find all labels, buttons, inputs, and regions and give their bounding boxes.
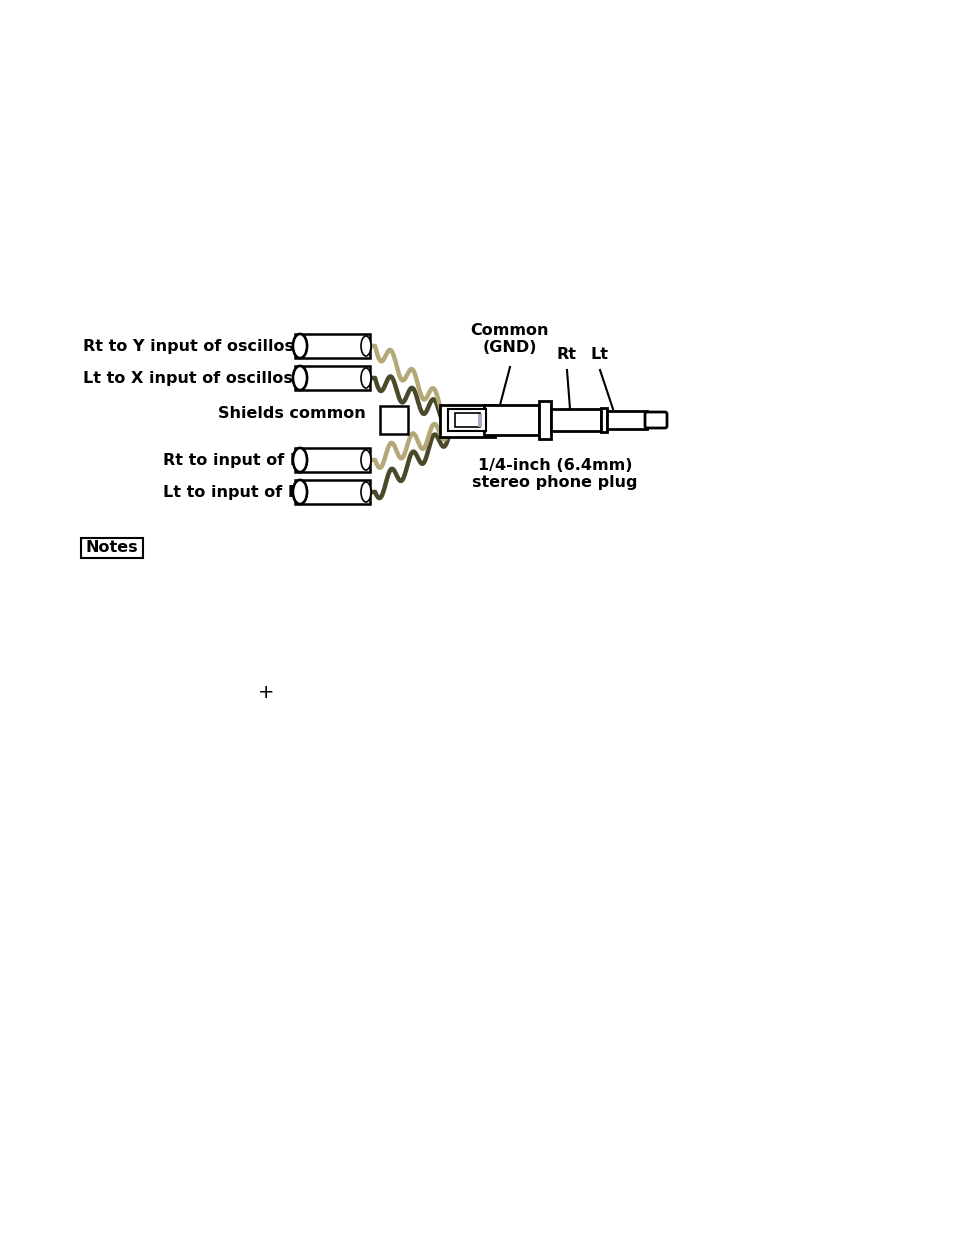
Text: Shields common: Shields common: [218, 407, 365, 422]
Bar: [294, 480, 370, 504]
Text: Lt to X input of oscilloscope: Lt to X input of oscilloscope: [83, 371, 335, 386]
Text: Rt: Rt: [557, 347, 577, 362]
Ellipse shape: [293, 366, 307, 391]
Bar: [448, 409, 485, 430]
FancyBboxPatch shape: [81, 537, 143, 559]
Ellipse shape: [360, 450, 371, 470]
Ellipse shape: [293, 366, 307, 391]
Ellipse shape: [360, 481, 371, 503]
Bar: [294, 333, 370, 358]
Bar: [477, 414, 481, 427]
Bar: [294, 366, 370, 391]
Ellipse shape: [293, 448, 307, 471]
Ellipse shape: [293, 448, 307, 471]
Bar: [606, 411, 646, 429]
Bar: [538, 401, 551, 439]
Bar: [551, 409, 600, 430]
Ellipse shape: [360, 368, 371, 388]
FancyBboxPatch shape: [644, 412, 666, 428]
Ellipse shape: [360, 336, 371, 356]
Bar: [600, 408, 606, 432]
Ellipse shape: [293, 480, 307, 504]
Ellipse shape: [293, 333, 307, 358]
Ellipse shape: [293, 480, 307, 504]
Text: Notes: Notes: [86, 540, 138, 556]
Text: Rt to Y input of oscilloscope: Rt to Y input of oscilloscope: [83, 338, 336, 353]
Text: Lt to input of RTA: Lt to input of RTA: [163, 484, 321, 500]
Text: Common
(GND): Common (GND): [470, 322, 549, 355]
Bar: [439, 406, 495, 437]
Bar: [294, 448, 370, 471]
Text: +: +: [257, 683, 274, 703]
Bar: [379, 406, 408, 434]
Text: Lt: Lt: [590, 347, 608, 362]
Bar: [483, 406, 538, 435]
Ellipse shape: [293, 333, 307, 358]
Text: 1/4-inch (6.4mm)
stereo phone plug: 1/4-inch (6.4mm) stereo phone plug: [472, 458, 638, 490]
Bar: [455, 413, 479, 427]
Text: Rt to input of RTA: Rt to input of RTA: [163, 453, 323, 468]
